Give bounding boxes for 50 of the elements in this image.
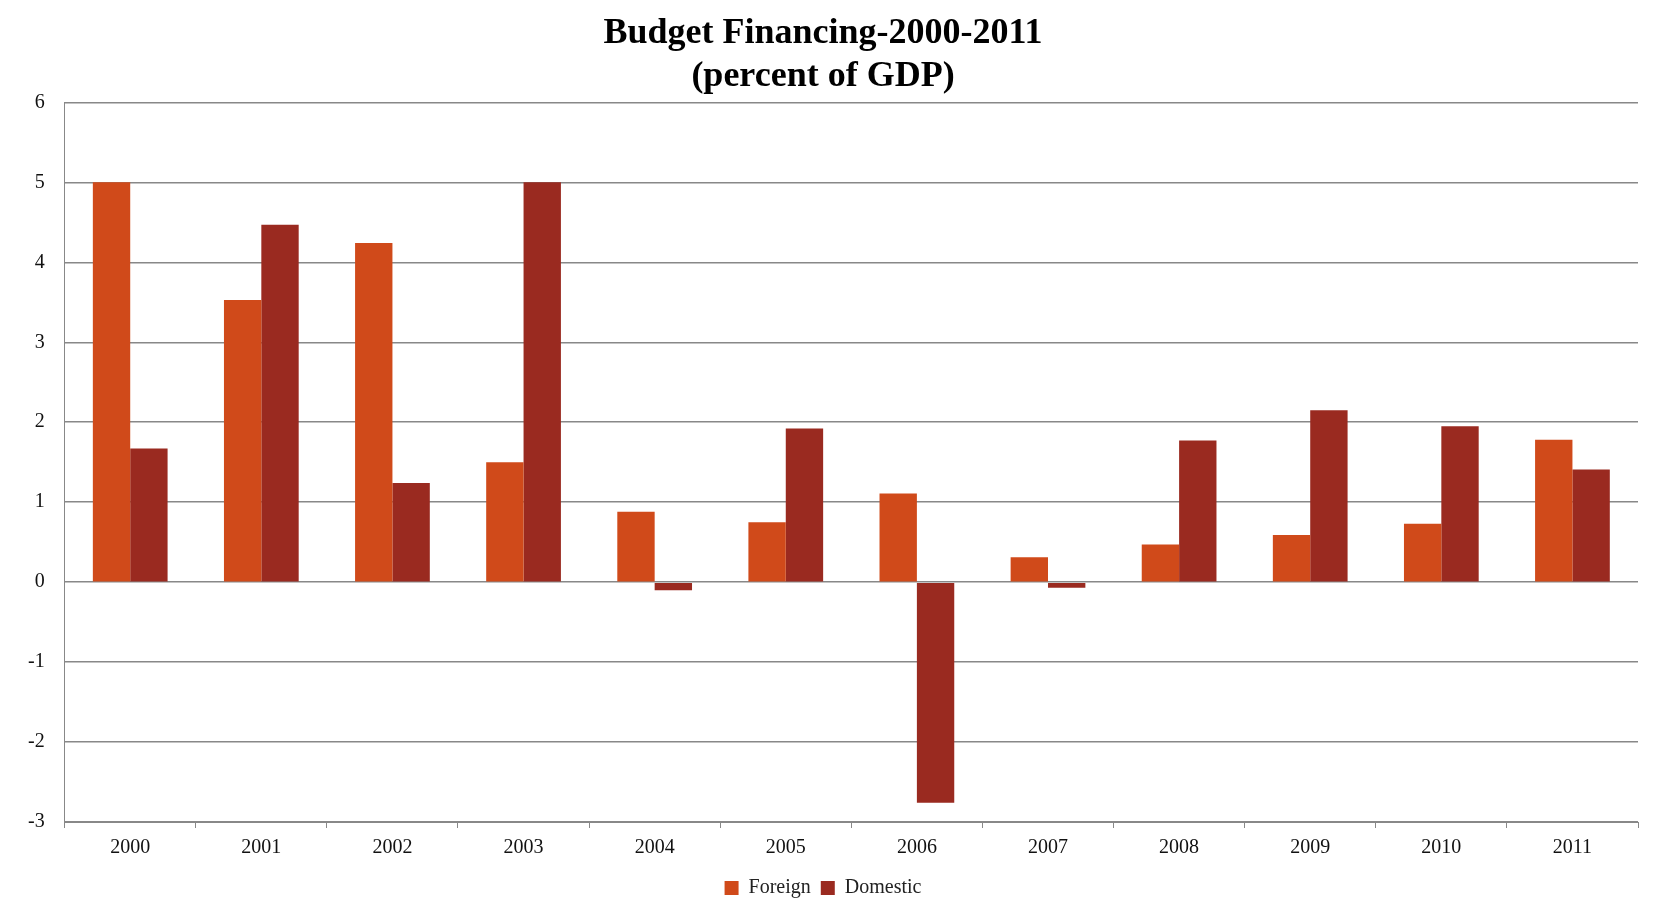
- bar: [785, 428, 824, 582]
- x-tick-label: 2005: [765, 835, 806, 858]
- x-tick-label: 2009: [1290, 835, 1331, 858]
- x-tick-label: 2004: [634, 835, 675, 858]
- x-tick-label: 2010: [1421, 835, 1462, 858]
- bar: [879, 493, 917, 582]
- bar: [916, 582, 955, 803]
- y-tick-label: -1: [27, 649, 45, 672]
- x-tick-label: 2008: [1159, 835, 1200, 858]
- y-tick-label: -2: [27, 729, 45, 752]
- bar: [223, 299, 262, 582]
- y-tick-label: 0: [34, 569, 45, 592]
- x-tick-label: 2007: [1028, 835, 1068, 858]
- bar: [1403, 523, 1442, 582]
- y-tick-label: 5: [34, 169, 45, 192]
- bar: [355, 243, 393, 582]
- bar: [130, 448, 168, 582]
- x-tick-label: 2001: [241, 835, 282, 858]
- bar: [1010, 557, 1048, 582]
- legend-label: Domestic: [844, 875, 922, 898]
- bar: [1048, 582, 1086, 588]
- bar: [654, 582, 693, 591]
- bar: [1141, 544, 1180, 582]
- bar: [392, 482, 430, 582]
- legend-label: Foreign: [748, 875, 811, 899]
- x-tick-label: 2006: [896, 835, 937, 858]
- y-tick-label: 3: [34, 329, 45, 352]
- bar: [748, 522, 786, 582]
- bar: [261, 224, 299, 582]
- y-tick-label: 1: [34, 489, 45, 512]
- x-tick-label: 2002: [372, 835, 413, 858]
- y-tick-label: 4: [34, 249, 45, 272]
- y-tick-label: 6: [34, 89, 45, 112]
- bar: [523, 182, 561, 582]
- bar: [1179, 440, 1217, 582]
- y-tick-label: 2: [34, 409, 45, 432]
- bar: [1272, 534, 1311, 582]
- text: Budget Financing-2000-2011: [603, 10, 1043, 51]
- bar: [617, 511, 655, 582]
- bar: [1535, 439, 1573, 582]
- bar: [1310, 410, 1348, 582]
- bar: [92, 182, 131, 582]
- x-tick-label: 2003: [503, 835, 544, 858]
- bar: [1441, 426, 1479, 582]
- y-tick-label: -3: [27, 809, 45, 832]
- x-tick-label: 2011: [1552, 835, 1593, 858]
- bar: [486, 462, 524, 582]
- text: (percent of GDP): [691, 54, 955, 95]
- bar: [1572, 469, 1610, 582]
- x-tick-label: 2000: [110, 835, 151, 858]
